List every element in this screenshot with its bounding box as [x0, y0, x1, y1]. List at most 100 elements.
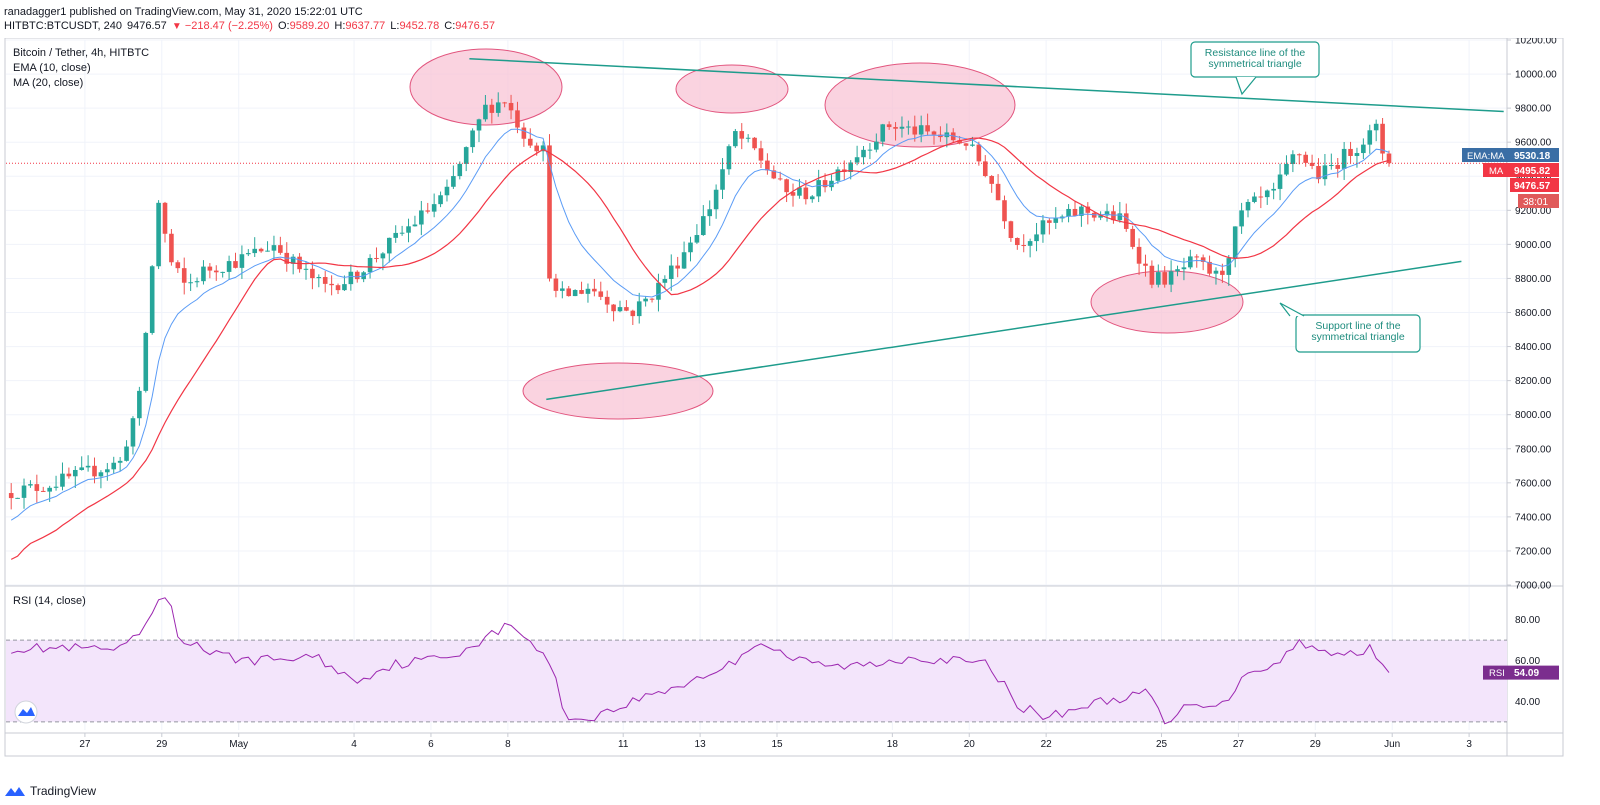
candle-body [1329, 165, 1334, 167]
candle-body [906, 126, 911, 128]
candle-body [451, 176, 456, 187]
ema-legend: EMA (10, close) [13, 62, 91, 74]
candle-body [1200, 257, 1206, 262]
down-arrow-icon: ▼ [171, 21, 182, 32]
candle-body [1104, 211, 1110, 216]
candle-body [15, 497, 20, 499]
candle-body [72, 469, 78, 477]
time-tick-label: 3 [1466, 739, 1472, 750]
price-tick-label: 10200.00 [1515, 36, 1557, 47]
rsi-line [11, 597, 1390, 725]
rsi-tag-value: 54.09 [1514, 668, 1539, 679]
candle-body [508, 102, 514, 111]
candle-body [1002, 200, 1007, 222]
candle-body [1034, 234, 1039, 242]
countdown-value: 38:01 [1523, 197, 1548, 208]
candle-body [8, 493, 14, 499]
candle-body [220, 271, 225, 273]
time-tick-label: 29 [156, 739, 168, 750]
candle-body [1181, 267, 1187, 270]
candle-body [105, 469, 110, 473]
price-tick-label: 8800.00 [1515, 274, 1552, 285]
candle-body [1316, 165, 1321, 180]
price-tick-label: 9800.00 [1515, 104, 1552, 115]
last-price: 9476.57 [127, 20, 167, 32]
candle-body [483, 104, 488, 120]
candle-body [572, 290, 578, 297]
candle-body [566, 288, 572, 297]
candle-body [412, 224, 418, 227]
candle-body [252, 248, 258, 254]
ma-price-tag [1483, 163, 1559, 177]
candle-body [790, 192, 796, 196]
ma-legend: MA (20, close) [13, 77, 84, 89]
publish-info: ranadagger1 published on TradingView.com… [4, 6, 363, 18]
candle-body [771, 170, 777, 179]
candle-body [393, 232, 399, 238]
candle-body [213, 270, 219, 273]
candle-body [931, 131, 937, 135]
candle-body [579, 290, 584, 294]
candle-body [1047, 220, 1052, 223]
candle-body [585, 288, 591, 294]
candle-body [271, 245, 277, 251]
candle-body [720, 169, 725, 190]
candle-body [1322, 165, 1328, 180]
candle-body [835, 169, 841, 181]
rsi-band [6, 640, 1507, 722]
candle-body [425, 210, 431, 212]
candle-body [406, 226, 411, 233]
candle-body [1271, 188, 1276, 191]
candle-body [40, 490, 46, 492]
high-value: 9637.77 [345, 20, 386, 32]
time-tick-label: 11 [618, 739, 629, 750]
support-line [546, 260, 1462, 401]
candle-body [534, 145, 539, 152]
low-value: 9452.78 [399, 20, 440, 32]
low-label: L: [390, 20, 400, 32]
last-price-tag-value: 9476.57 [1514, 181, 1551, 192]
highlight-ellipse [522, 362, 714, 420]
candle-body [502, 102, 507, 104]
candle-body [1008, 221, 1014, 238]
candle-body [752, 137, 757, 149]
close-label: C: [444, 20, 456, 32]
candle-body [130, 418, 136, 447]
candle-body [701, 216, 706, 236]
candle-body [85, 465, 91, 468]
time-tick-label: 8 [505, 739, 511, 750]
last-price-tag [1510, 178, 1559, 192]
rsi-legend: RSI (14, close) [13, 595, 86, 607]
ema-line [10, 128, 1390, 521]
candle-body [438, 195, 443, 205]
candle-body [1040, 220, 1046, 235]
candle-body [342, 284, 347, 291]
candle-body [1194, 256, 1200, 258]
close-value: 9476.57 [455, 20, 496, 32]
price-tick-label: 8000.00 [1515, 410, 1552, 421]
time-tick-label: 13 [695, 739, 707, 750]
ema-price-tag [1462, 148, 1559, 162]
price-tick-label: 7600.00 [1515, 478, 1552, 489]
candle-body [194, 281, 200, 283]
candle-body [982, 161, 988, 177]
time-tick-label: 4 [351, 739, 357, 750]
candle-body [124, 446, 129, 461]
candle-body [1252, 196, 1257, 202]
candle-body [1155, 272, 1161, 285]
support-callout-text: symmetrical triangle [1311, 331, 1405, 343]
candle-body [348, 271, 354, 285]
candle-body [1335, 165, 1341, 169]
time-tick-label: 22 [1041, 739, 1053, 750]
price-tick-label: 9600.00 [1515, 138, 1552, 149]
candle-body [21, 485, 27, 498]
candle-body [624, 307, 629, 311]
resistance-callout-text: Resistance line of the [1205, 47, 1306, 59]
candle-body [431, 204, 437, 212]
support-callout-text: Support line of the [1315, 320, 1400, 332]
candle-body [265, 250, 270, 252]
resistance-line [469, 57, 1504, 113]
candle-body [1284, 164, 1289, 175]
tradingview-logo[interactable]: TradingView [4, 781, 96, 801]
